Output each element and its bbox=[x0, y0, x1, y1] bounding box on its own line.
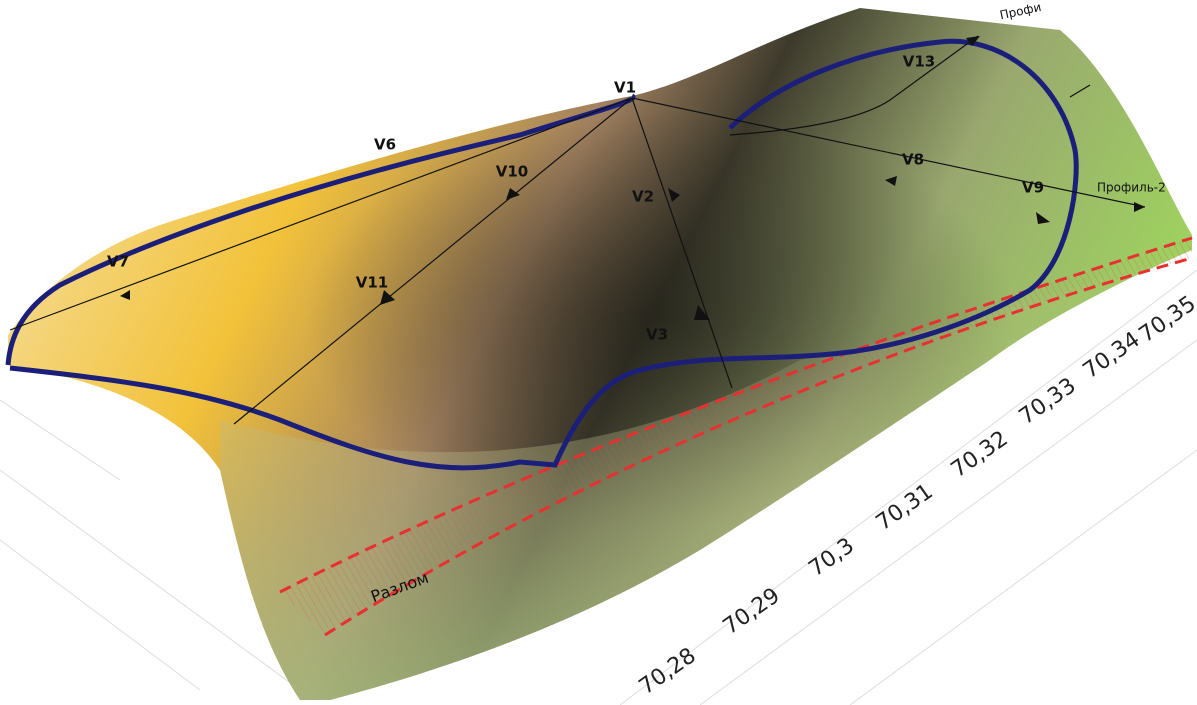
well-label: V2 bbox=[632, 188, 654, 206]
well-label: V1 bbox=[614, 79, 636, 97]
well-label: V11 bbox=[356, 274, 388, 292]
profile-label: Профи bbox=[998, 0, 1042, 22]
surface-diagram: V1 V2 V3 V6 V7 V8 V9 V10 V11 V13 Профи П… bbox=[0, 0, 1197, 705]
well-label: V9 bbox=[1022, 179, 1044, 197]
well-label: V7 bbox=[107, 253, 129, 271]
axis-label: 70,28 bbox=[635, 643, 701, 700]
well-label: V6 bbox=[374, 136, 396, 154]
well-label: V13 bbox=[903, 53, 935, 71]
well-label: V8 bbox=[902, 151, 924, 169]
axis-label: 70,35 bbox=[1135, 291, 1197, 348]
axis-label: 70,29 bbox=[719, 583, 785, 640]
well-label: V3 bbox=[646, 326, 668, 344]
axis-label: 70,34 bbox=[1079, 327, 1145, 384]
profile-label: Профиль-2 bbox=[1097, 181, 1166, 195]
axis-label: 70,31 bbox=[872, 479, 938, 536]
axis-label: 70,3 bbox=[804, 533, 858, 582]
axis-label: 70,33 bbox=[1015, 373, 1081, 430]
axis-label: 70,32 bbox=[947, 426, 1013, 483]
well-label: V10 bbox=[496, 163, 528, 181]
